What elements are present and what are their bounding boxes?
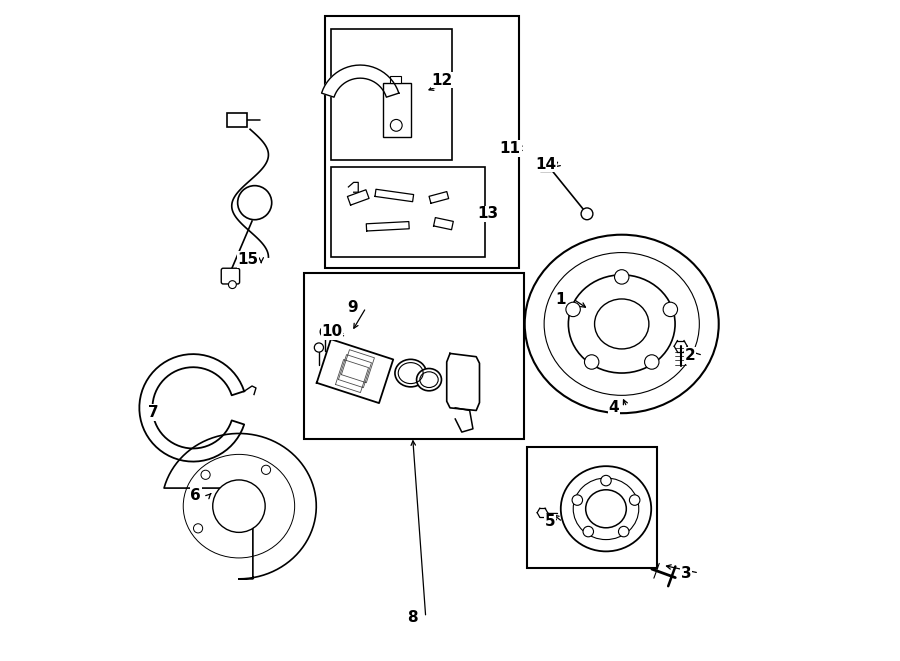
Text: 15: 15	[238, 253, 258, 267]
Text: 9: 9	[347, 300, 358, 315]
Polygon shape	[164, 434, 316, 579]
Text: 14: 14	[536, 157, 556, 171]
Text: 8: 8	[408, 610, 418, 625]
Ellipse shape	[595, 299, 649, 349]
Ellipse shape	[395, 360, 427, 387]
Circle shape	[584, 355, 598, 369]
Circle shape	[238, 186, 272, 219]
Circle shape	[391, 120, 402, 132]
Bar	[330, 167, 485, 257]
Text: 10: 10	[321, 325, 343, 339]
Text: 4: 4	[608, 400, 619, 414]
Text: 2: 2	[685, 348, 696, 363]
Text: 13: 13	[478, 206, 499, 221]
Bar	[541, 161, 551, 171]
Text: 12: 12	[431, 73, 453, 88]
Circle shape	[261, 465, 271, 475]
Polygon shape	[455, 408, 472, 432]
Circle shape	[618, 526, 629, 537]
Circle shape	[663, 302, 678, 317]
Polygon shape	[429, 192, 449, 204]
Circle shape	[629, 495, 640, 505]
Polygon shape	[140, 354, 244, 461]
Circle shape	[194, 524, 202, 533]
Text: 1: 1	[555, 292, 565, 307]
Text: 11: 11	[500, 141, 521, 156]
Ellipse shape	[569, 275, 675, 373]
Ellipse shape	[561, 466, 652, 551]
Polygon shape	[347, 190, 369, 205]
Polygon shape	[434, 217, 454, 230]
Circle shape	[581, 208, 593, 219]
Bar	[330, 29, 452, 160]
Circle shape	[229, 281, 237, 289]
Polygon shape	[321, 65, 399, 97]
Ellipse shape	[586, 490, 626, 527]
Bar	[304, 274, 524, 439]
Circle shape	[212, 480, 266, 532]
Circle shape	[583, 526, 593, 537]
FancyBboxPatch shape	[221, 268, 239, 284]
Ellipse shape	[417, 369, 442, 391]
Circle shape	[572, 495, 582, 505]
Circle shape	[201, 470, 211, 479]
Bar	[383, 83, 410, 137]
Polygon shape	[375, 189, 414, 202]
Circle shape	[615, 270, 629, 284]
Polygon shape	[317, 339, 393, 403]
Polygon shape	[366, 221, 410, 231]
Text: 7: 7	[148, 405, 159, 420]
Text: 6: 6	[190, 488, 201, 503]
Bar	[527, 447, 657, 568]
Polygon shape	[446, 354, 480, 410]
Circle shape	[644, 355, 659, 369]
Circle shape	[320, 327, 330, 337]
Text: 3: 3	[680, 566, 691, 580]
Circle shape	[566, 302, 580, 317]
Bar	[390, 75, 401, 83]
Ellipse shape	[525, 235, 719, 413]
Bar	[227, 113, 247, 128]
Text: 5: 5	[544, 514, 555, 529]
Circle shape	[314, 343, 323, 352]
Circle shape	[601, 475, 611, 486]
Bar	[326, 16, 518, 268]
